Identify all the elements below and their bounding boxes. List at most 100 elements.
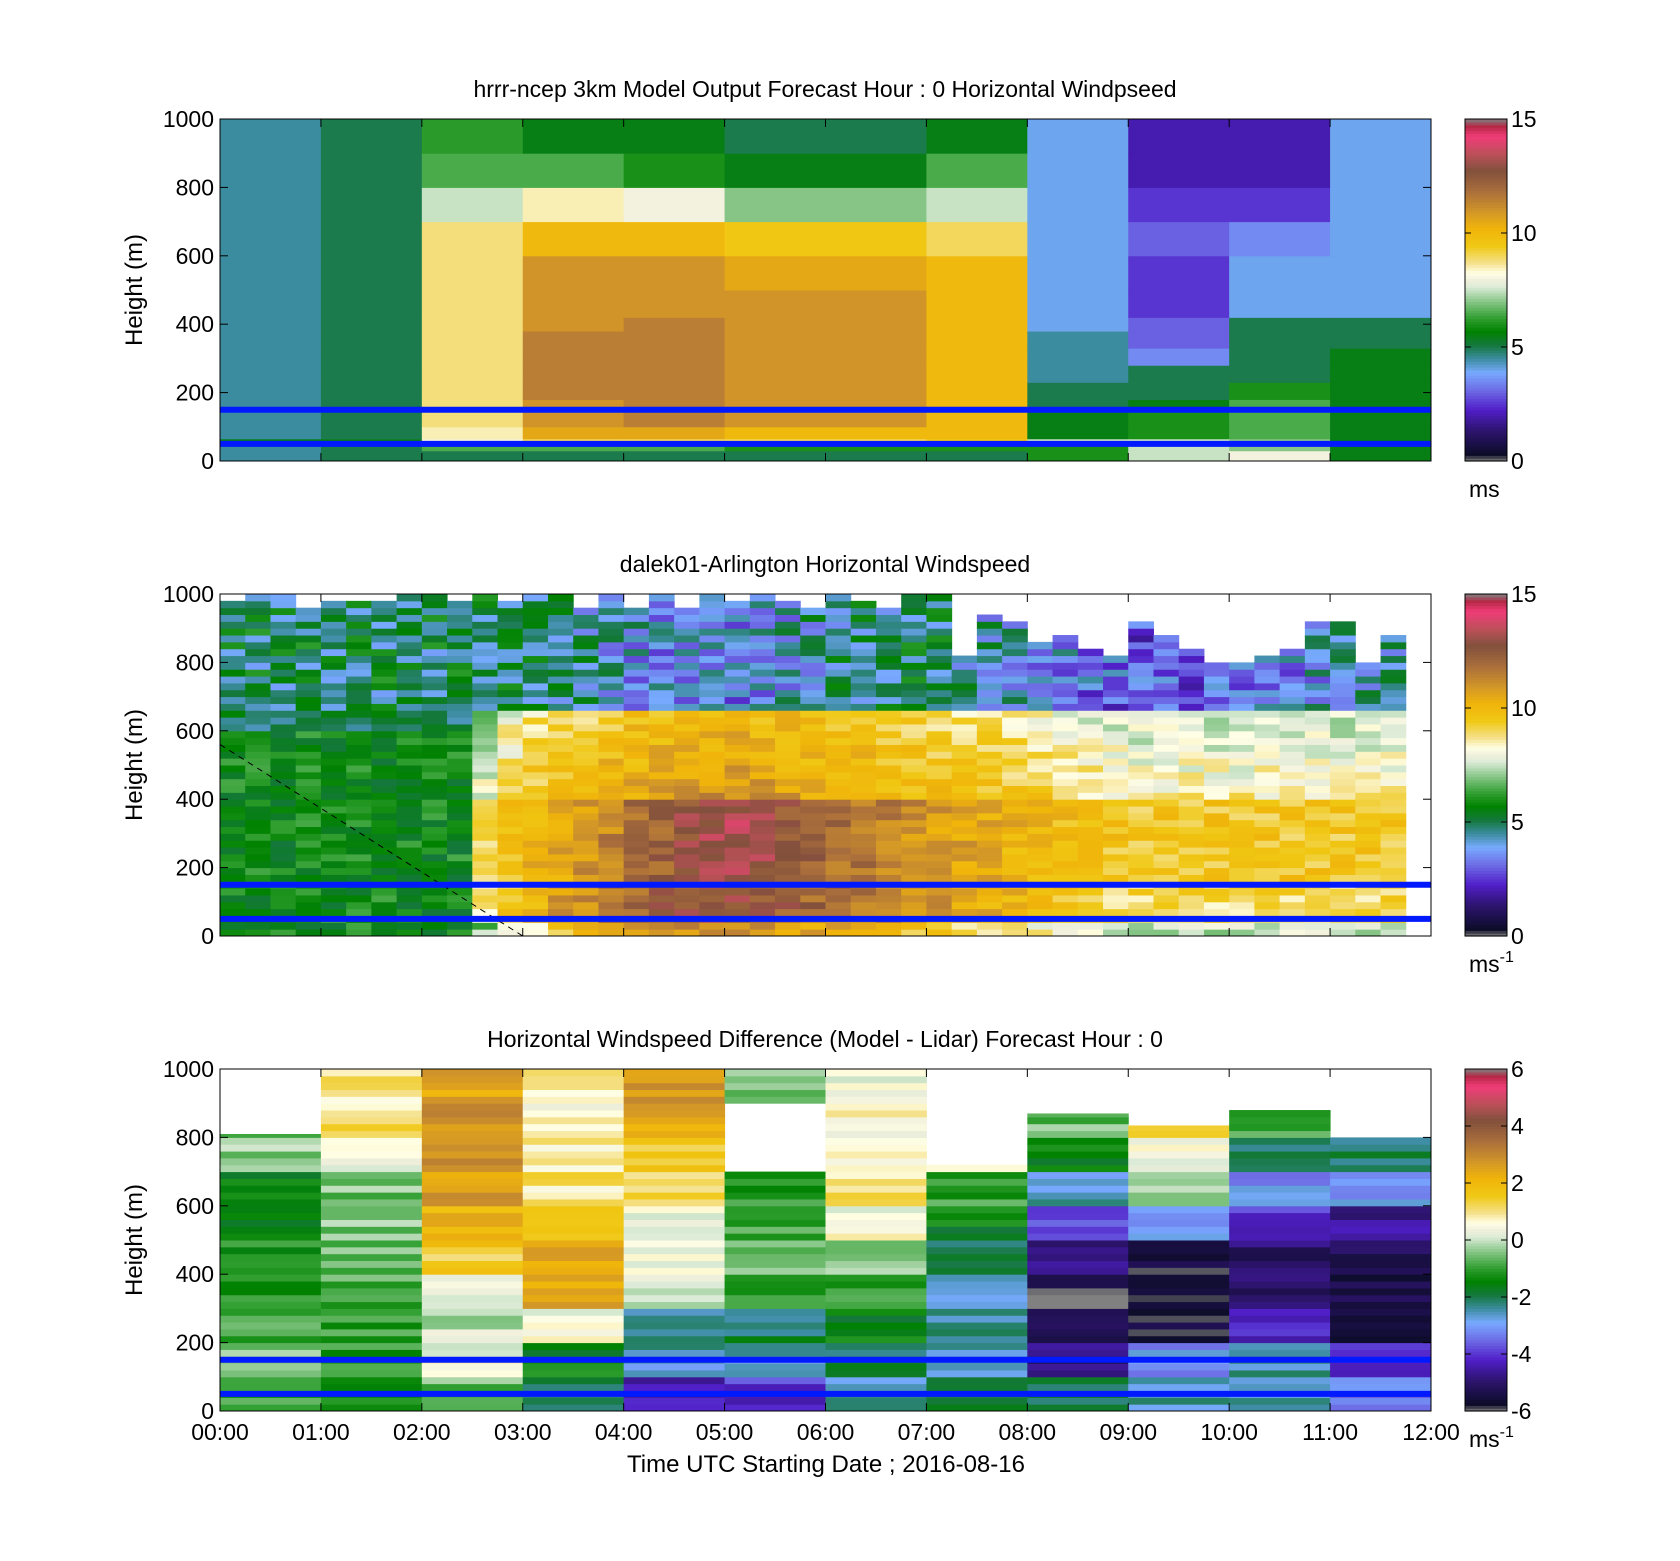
heatmap-cell [1229,365,1331,383]
heatmap-cell [875,655,902,663]
heatmap-cell [926,399,1028,411]
heatmap-cell [1380,847,1407,855]
heatmap-cell [245,778,271,787]
heatmap-cell [901,833,927,841]
heatmap-cell [371,929,398,936]
heatmap-cell [825,785,852,793]
heatmap-cell [825,703,852,711]
heatmap-cell [497,717,524,725]
heatmap-cell [447,621,473,629]
heatmap-cell [497,771,524,780]
heatmap-cell [522,409,625,428]
colorbar-segment [1465,287,1507,291]
heatmap-cell [825,792,852,800]
heatmap-cell [1128,1287,1230,1296]
heatmap-cell [1229,812,1255,821]
heatmap-cell [1203,751,1230,759]
heatmap-cell [295,867,322,875]
heatmap-cell [320,1219,423,1227]
heatmap-cell [1304,860,1331,869]
heatmap-cell [825,1137,927,1145]
heatmap-cell [674,826,700,834]
heatmap-cell [320,1103,423,1111]
heatmap-cell [623,799,650,807]
heatmap-cell [270,771,297,780]
heatmap-cell [976,621,1003,629]
heatmap-cell [320,1110,423,1118]
heatmap-cell [901,689,927,698]
heatmap-cell [875,703,902,711]
heatmap-cell [926,1274,1028,1282]
heatmap-cell [749,778,776,787]
heatmap-cell [926,1205,1028,1214]
heatmap-cell [1330,331,1431,349]
heatmap-cell [674,669,700,677]
heatmap-cell [447,635,473,643]
heatmap-cell [421,443,524,452]
heatmap-cell [245,614,271,622]
heatmap-cell [1153,812,1180,821]
heatmap-cell [1077,901,1104,910]
colorbar-segment [1465,267,1507,271]
heatmap-cell [1178,723,1205,732]
heatmap-cell [926,710,953,718]
heatmap-cell [1052,689,1079,698]
heatmap-cell [699,648,726,657]
heatmap-cell [220,751,246,759]
heatmap-cell [1229,696,1255,704]
heatmap-cell [875,853,902,862]
heatmap-cell [1380,682,1407,691]
colorbar-tick-label: -2 [1511,1284,1531,1310]
heatmap-cell [1052,894,1079,903]
colorbar-segment [1465,1083,1507,1087]
heatmap-cell [926,1226,1028,1234]
heatmap-cell [1153,908,1180,916]
colorbar-segment [1465,776,1507,780]
heatmap-cell [976,751,1003,759]
heatmap-cell [775,867,801,875]
heatmap-cell [447,676,473,684]
heatmap-cell [724,600,751,609]
heatmap-cell [1330,1151,1431,1159]
colorbar-tick-label: 15 [1511,581,1537,607]
heatmap-cell [901,806,927,814]
heatmap-cell [1128,1322,1230,1330]
heatmap-cell [472,758,499,766]
heatmap-cell [648,607,675,616]
heatmap-cell [220,153,322,188]
heatmap-cell [1279,717,1306,725]
colorbar-segment [1465,1393,1507,1398]
heatmap-cell [800,689,826,698]
heatmap-cell [623,290,726,318]
heatmap-cell [320,119,423,154]
heatmap-cell [522,703,549,711]
heatmap-cell [220,1178,322,1186]
colorbar-segment [1465,745,1507,749]
colorbar-tick-label: 10 [1511,695,1537,721]
heatmap-cell [901,894,927,903]
heatmap-cell [396,676,423,684]
heatmap-cell [951,662,978,670]
colorbar-segment [1465,710,1507,715]
heatmap-cell [926,908,953,916]
heatmap-cell [850,710,877,718]
heatmap-cell [1002,785,1028,793]
colorbar-segment [1465,1345,1507,1349]
heatmap-cell [850,806,877,814]
colorbar-segment [1465,443,1507,448]
heatmap-cell [472,765,499,773]
heatmap-cell [396,696,423,704]
colorbar-segment [1465,673,1507,678]
heatmap-cell [1027,812,1054,821]
heatmap-cell [926,703,953,711]
heatmap-cell [1355,901,1382,910]
heatmap-cell [421,1082,524,1091]
heatmap-cell [320,792,347,800]
heatmap-cell [775,648,801,657]
heatmap-cell [1027,874,1054,882]
heatmap-cell [371,621,398,629]
heatmap-cell [724,867,751,875]
heatmap-cell [522,1226,625,1234]
heatmap-cell [926,1342,1028,1350]
heatmap-cell [825,1110,927,1118]
